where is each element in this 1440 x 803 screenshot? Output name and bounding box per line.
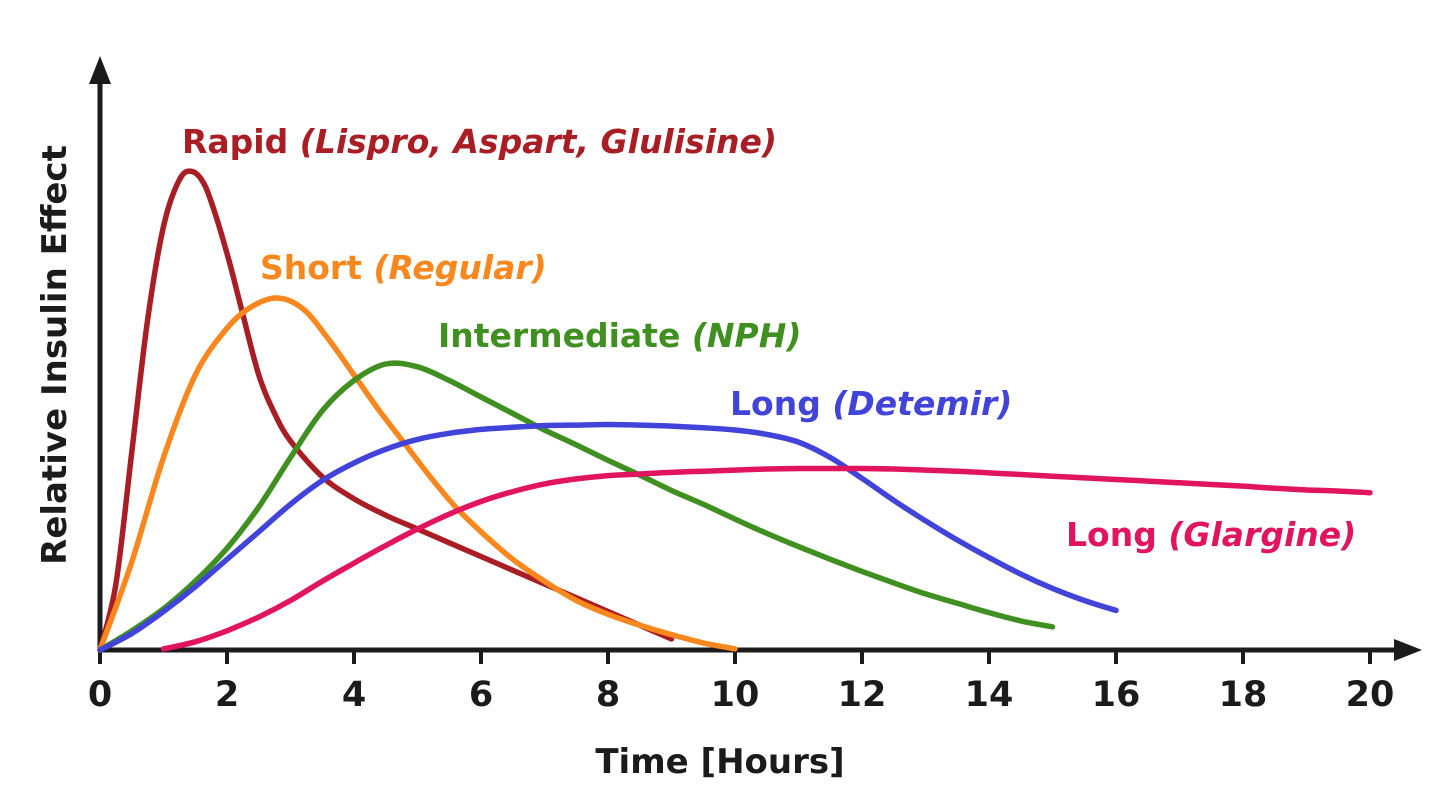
x-axis-title: Time [Hours] [595, 742, 845, 782]
x-tick-label: 0 [88, 675, 112, 715]
curve-long-glargine [160, 465, 1373, 652]
x-tick-label: 12 [838, 675, 887, 715]
x-tick-label: 18 [1219, 675, 1268, 715]
x-tick-label: 16 [1092, 675, 1141, 715]
x-axis-arrowhead [1394, 639, 1422, 661]
x-tick-label: 8 [596, 675, 620, 715]
y-axis-arrowhead [89, 56, 111, 84]
x-tick-label: 6 [469, 675, 493, 715]
x-tick-label: 20 [1346, 675, 1395, 715]
curve-long-detemir [97, 421, 1119, 653]
x-tick-label: 10 [711, 675, 760, 715]
curve-short [97, 295, 738, 653]
x-tick-label: 14 [965, 675, 1014, 715]
x-tick-label: 2 [215, 675, 239, 715]
curve-rapid [97, 168, 675, 653]
x-tick-label: 4 [342, 675, 366, 715]
curve-intermediate [97, 360, 1056, 653]
y-axis-title: Relative Insulin Effect [35, 145, 75, 565]
